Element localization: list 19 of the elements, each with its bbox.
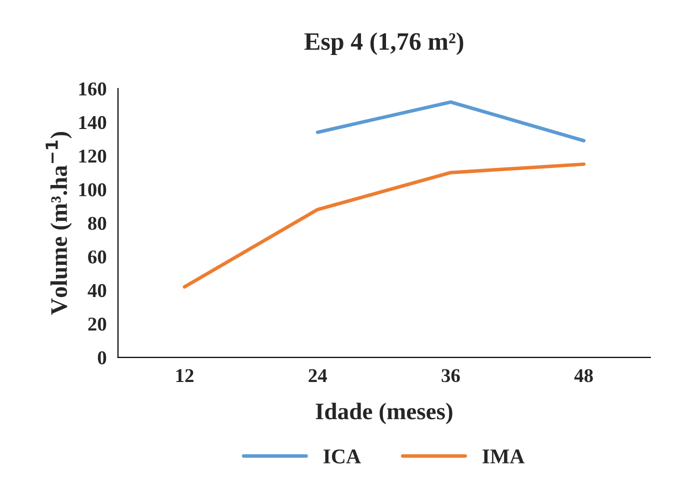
legend-label: ICA [324,450,361,464]
y-tick-label: 100 [79,183,106,196]
x-tick-label: 24 [308,369,327,382]
y-axis-title: Volume (m³.ha$^{−1}$) [46,132,72,315]
y-tick-label: 120 [79,150,106,163]
x-tick-label: 12 [176,369,194,382]
line-series [182,162,586,289]
x-tick-label: 48 [574,369,593,382]
y-tick-label: 80 [88,216,106,230]
y-tick-label: 40 [88,284,106,298]
y-tick-label: 20 [88,318,106,331]
y-tick-label: 160 [79,82,106,96]
legend-label: IMA [482,450,525,464]
x-tick-label: 36 [442,369,460,382]
chart-title: Esp 4 (1,76 m²) [304,32,464,56]
y-tick-label: 60 [88,250,106,264]
x-axis-title: Idade (meses) [316,402,452,424]
y-tick-label: 0 [98,351,106,364]
y-tick-label: 140 [79,116,106,130]
